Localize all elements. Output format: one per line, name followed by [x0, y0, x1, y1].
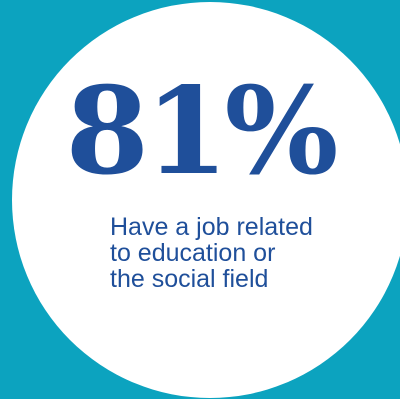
percentage-stat: 81% [65, 61, 338, 202]
caption-line-3: the social field [110, 265, 269, 293]
white-circle [12, 2, 400, 398]
stat-caption: Have a job related to education or the s… [110, 214, 370, 292]
caption-line-2: to education or [110, 239, 276, 267]
caption-line-1: Have a job related [110, 213, 313, 241]
